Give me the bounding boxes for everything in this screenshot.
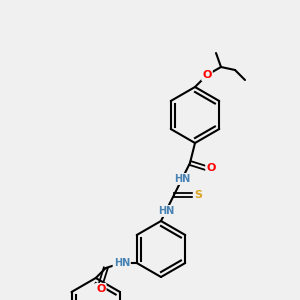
Text: S: S — [194, 190, 202, 200]
Text: O: O — [202, 70, 212, 80]
Text: HN: HN — [114, 258, 130, 268]
Text: HN: HN — [174, 174, 190, 184]
Text: HN: HN — [158, 206, 174, 216]
Text: O: O — [96, 284, 105, 294]
Text: O: O — [206, 163, 216, 173]
